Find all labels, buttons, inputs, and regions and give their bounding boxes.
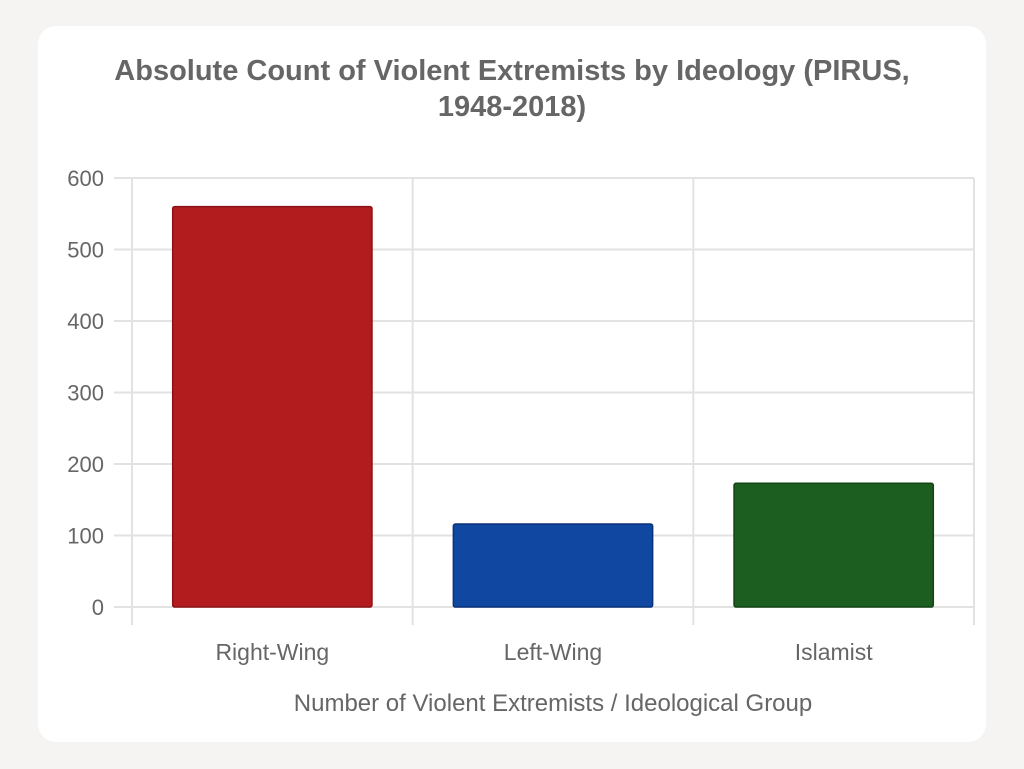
y-tick-label: 100: [67, 524, 104, 549]
y-tick-label: 300: [67, 381, 104, 406]
x-tick-label: Islamist: [795, 639, 874, 665]
y-tick-label: 200: [67, 452, 104, 477]
chart-title-line-1: Absolute Count of Violent Extremists by …: [114, 55, 910, 87]
x-tick-label: Right-Wing: [215, 639, 329, 665]
y-tick-label: 500: [67, 238, 104, 263]
y-tick-label: 400: [67, 309, 104, 334]
x-tick-label: Left-Wing: [504, 639, 602, 665]
y-tick-label: 600: [67, 166, 104, 191]
chart-title: Absolute Count of Violent Extremists by …: [0, 53, 1024, 125]
bars: [171, 205, 935, 608]
bar-right-wing: [171, 205, 373, 608]
chart-title-line-2: 1948-2018): [437, 91, 587, 123]
x-axis-title: Number of Violent Extremists / Ideologic…: [294, 690, 812, 717]
bar-islamist: [733, 482, 935, 608]
x-axis-ticks: Right-Wing Left-Wing Islamist: [215, 639, 873, 665]
y-axis-ticks: 0 100 200 300 400 500 600: [67, 166, 104, 620]
y-tick-label: 0: [92, 595, 104, 620]
bar-left-wing: [452, 523, 654, 608]
